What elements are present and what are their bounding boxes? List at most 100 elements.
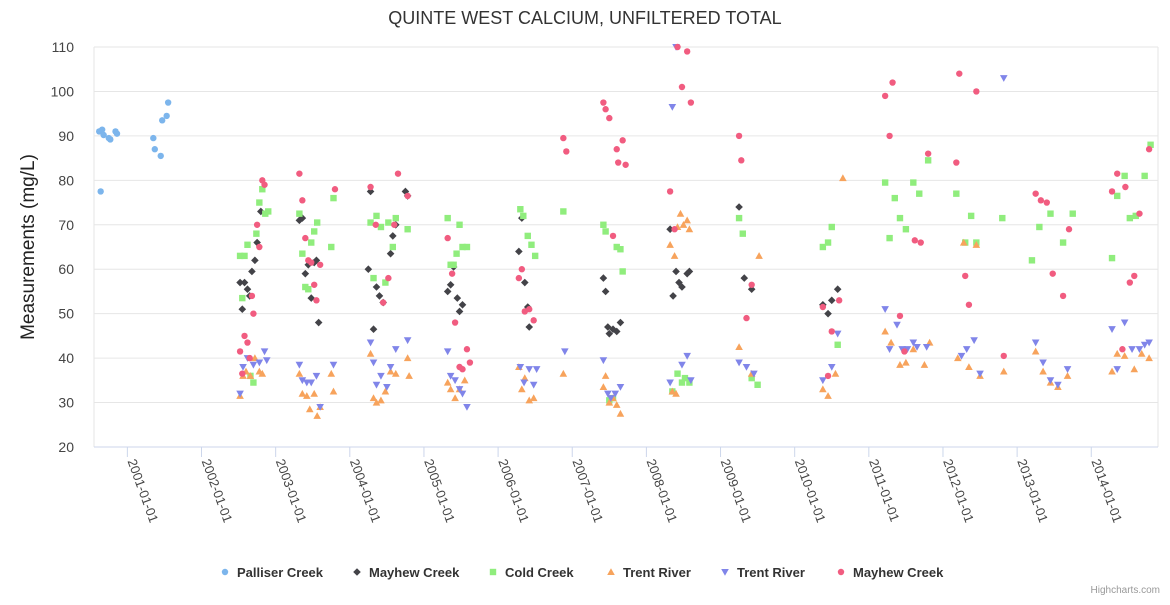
data-point[interactable] <box>675 278 683 287</box>
data-point[interactable] <box>970 337 978 345</box>
data-point[interactable] <box>236 348 244 355</box>
data-point[interactable] <box>246 354 253 362</box>
data-point[interactable] <box>1031 347 1040 355</box>
data-point[interactable] <box>295 369 304 377</box>
data-point[interactable] <box>602 106 609 113</box>
data-point[interactable] <box>463 243 471 251</box>
data-point[interactable] <box>600 221 607 228</box>
data-point[interactable] <box>605 398 614 406</box>
data-point[interactable] <box>243 285 252 294</box>
data-point[interactable] <box>1063 366 1072 374</box>
data-point[interactable] <box>385 274 392 282</box>
data-point[interactable] <box>369 359 378 367</box>
data-point[interactable] <box>831 369 840 377</box>
data-point[interactable] <box>515 274 523 282</box>
data-point[interactable] <box>298 377 307 385</box>
data-point[interactable] <box>612 400 621 408</box>
data-point[interactable] <box>525 323 534 331</box>
data-point[interactable] <box>375 292 384 300</box>
data-point[interactable] <box>391 221 398 228</box>
data-point[interactable] <box>681 374 689 382</box>
data-point[interactable] <box>1108 254 1116 262</box>
data-point[interactable] <box>560 208 567 215</box>
data-point[interactable] <box>674 370 681 377</box>
data-point[interactable] <box>1122 183 1129 191</box>
data-point[interactable] <box>256 243 263 251</box>
data-point[interactable] <box>446 385 455 393</box>
legend-symbol[interactable] <box>837 568 845 576</box>
data-point[interactable] <box>372 221 379 228</box>
data-point[interactable] <box>164 99 172 106</box>
data-point[interactable] <box>525 396 534 404</box>
legend-item[interactable]: Mayhew Creek <box>837 565 944 580</box>
data-point[interactable] <box>310 389 319 397</box>
data-point[interactable] <box>1136 210 1143 217</box>
data-point[interactable] <box>911 237 918 244</box>
data-point[interactable] <box>1126 279 1134 286</box>
data-point[interactable] <box>150 134 157 142</box>
data-point[interactable] <box>739 230 746 237</box>
data-point[interactable] <box>976 370 984 378</box>
data-point[interactable] <box>678 83 686 91</box>
data-point[interactable] <box>151 146 158 153</box>
data-point[interactable] <box>1113 366 1122 374</box>
legend-symbol[interactable] <box>489 568 497 576</box>
data-point[interactable] <box>972 240 981 248</box>
data-point[interactable] <box>381 387 390 395</box>
data-point[interactable] <box>601 372 610 379</box>
data-point[interactable] <box>672 267 680 276</box>
data-point[interactable] <box>451 319 459 326</box>
data-point[interactable] <box>367 219 374 226</box>
data-point[interactable] <box>740 274 749 282</box>
data-point[interactable] <box>956 70 963 77</box>
data-point[interactable] <box>1132 212 1139 220</box>
legend-symbol[interactable] <box>353 568 361 576</box>
data-point[interactable] <box>953 159 960 166</box>
data-point[interactable] <box>1113 349 1122 357</box>
data-point[interactable] <box>364 265 373 274</box>
data-point[interactable] <box>738 157 745 164</box>
data-point[interactable] <box>670 252 679 259</box>
data-point[interactable] <box>372 381 381 389</box>
data-point[interactable] <box>367 183 374 191</box>
data-point[interactable] <box>250 379 257 386</box>
data-point[interactable] <box>530 317 537 324</box>
data-point[interactable] <box>249 361 258 369</box>
data-point[interactable] <box>251 354 259 362</box>
data-point[interactable] <box>1039 367 1047 375</box>
data-point[interactable] <box>308 239 315 246</box>
data-point[interactable] <box>389 243 397 251</box>
data-point[interactable] <box>265 208 272 215</box>
data-point[interactable] <box>239 370 246 377</box>
data-point[interactable] <box>965 363 973 371</box>
data-point[interactable] <box>611 390 620 398</box>
data-point[interactable] <box>314 318 323 327</box>
data-point[interactable] <box>1130 365 1139 373</box>
data-point[interactable] <box>957 352 966 360</box>
data-point[interactable] <box>666 240 674 248</box>
data-point[interactable] <box>248 292 256 300</box>
data-point[interactable] <box>668 103 677 111</box>
data-point[interactable] <box>669 292 677 300</box>
credits-link[interactable]: Highcharts.com <box>1091 585 1160 596</box>
data-point[interactable] <box>833 285 842 294</box>
data-point[interactable] <box>954 354 962 362</box>
data-point[interactable] <box>559 369 568 377</box>
data-point[interactable] <box>369 325 378 334</box>
data-point[interactable] <box>369 394 378 402</box>
data-point[interactable] <box>735 214 743 222</box>
data-point[interactable] <box>674 43 681 51</box>
data-point[interactable] <box>1037 197 1045 204</box>
data-point[interactable] <box>391 369 400 377</box>
data-point[interactable] <box>405 372 413 379</box>
data-point[interactable] <box>685 225 694 233</box>
data-point[interactable] <box>241 252 248 260</box>
data-point[interactable] <box>604 390 612 398</box>
data-point[interactable] <box>327 369 336 377</box>
data-point[interactable] <box>687 377 695 385</box>
data-point[interactable] <box>372 283 381 291</box>
data-point[interactable] <box>460 376 469 384</box>
data-point[interactable] <box>679 220 688 228</box>
data-point[interactable] <box>563 148 570 155</box>
data-point[interactable] <box>236 252 244 260</box>
